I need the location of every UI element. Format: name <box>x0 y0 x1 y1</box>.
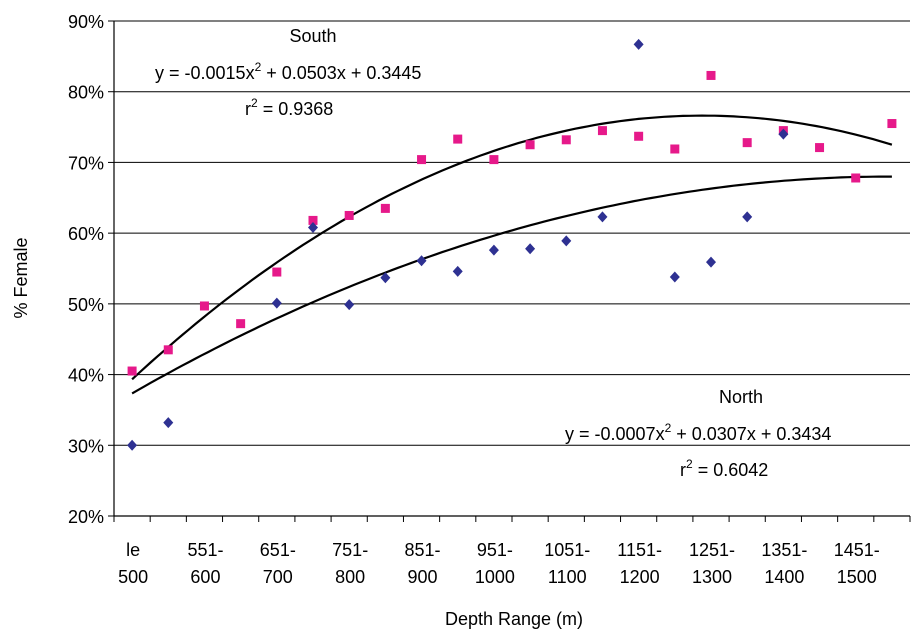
trendlines <box>131 114 893 395</box>
south-r2-value: = 0.9368 <box>258 99 334 119</box>
point-north <box>778 128 789 140</box>
north-title: North <box>719 387 763 407</box>
point-north <box>706 256 716 268</box>
point-south <box>561 135 571 145</box>
gridlines <box>114 20 910 446</box>
point-north <box>561 235 572 247</box>
point-south <box>127 366 137 376</box>
x-tick-label-top: 751- <box>332 540 368 560</box>
tick-labels: 20% 30% 40% 50% 60% 70% 80% 90% le 500 551- 600 651-… <box>68 12 880 587</box>
x-tick-label-top: 1151- <box>617 540 662 560</box>
south-r2-symbol: r <box>245 99 251 119</box>
point-south <box>163 345 173 355</box>
point-south <box>236 319 246 329</box>
x-axis-title: Depth Range (m) <box>445 609 583 629</box>
y-tick-label: 20% <box>68 507 104 527</box>
x-tick-label-bottom: 700 <box>263 567 293 587</box>
point-north <box>271 297 282 309</box>
x-tick-label-bottom: 1400 <box>764 567 804 587</box>
point-north <box>452 265 463 277</box>
point-south <box>199 301 209 311</box>
y-tick-label: 80% <box>68 83 104 103</box>
point-south <box>453 134 463 144</box>
x-tick-label-top: 1351- <box>761 540 807 560</box>
south-title: South <box>289 26 336 46</box>
point-north <box>597 211 608 223</box>
axes <box>108 20 911 522</box>
x-tick-label-top: 851- <box>405 540 441 560</box>
y-tick-label: 40% <box>68 366 104 386</box>
x-tick-label-bottom: 800 <box>335 567 365 587</box>
x-tick-label-bottom: 1300 <box>692 567 732 587</box>
point-north <box>416 255 427 267</box>
north-equation: y = -0.0007x2 + 0.0307x + 0.3434 <box>565 421 831 444</box>
point-south <box>525 140 535 150</box>
y-tick-label: 60% <box>68 224 104 244</box>
x-tick-label-bottom: 900 <box>408 567 438 587</box>
north-r2: r2 = 0.6042 <box>680 457 768 480</box>
north-equation-part2: + 0.0307x + 0.3434 <box>671 424 831 444</box>
north-equation-part1: y = -0.0007x <box>565 424 665 444</box>
south-r2-exponent: 2 <box>251 96 258 110</box>
point-north <box>669 271 680 283</box>
point-south <box>634 131 644 141</box>
y-tick-label: 30% <box>68 436 104 456</box>
point-south <box>272 267 282 277</box>
x-tick-label-top: le <box>126 540 140 560</box>
point-north <box>344 299 355 311</box>
point-north <box>525 243 536 255</box>
south-equation-part2: + 0.0503x + 0.3445 <box>261 63 421 83</box>
point-south <box>344 210 354 220</box>
trendline-north <box>131 175 892 395</box>
x-tick-label-bottom: 1000 <box>475 567 515 587</box>
point-south <box>380 203 390 213</box>
point-north <box>380 272 391 284</box>
point-north <box>488 244 499 256</box>
south-equation-exponent: 2 <box>255 60 262 74</box>
point-south <box>597 126 607 136</box>
y-tick-label: 50% <box>68 295 104 315</box>
point-south <box>815 143 825 153</box>
south-r2: r2 = 0.9368 <box>245 96 333 119</box>
point-south <box>417 155 427 165</box>
y-axis-title: % Female <box>11 237 31 318</box>
point-south <box>670 144 680 154</box>
south-equation-part1: y = -0.0015x <box>155 63 255 83</box>
x-tick-label-top: 951- <box>477 540 513 560</box>
point-north <box>308 221 318 233</box>
point-north <box>742 211 753 223</box>
x-tick-label-top: 551- <box>187 540 223 560</box>
x-tick-label-top: 1251- <box>689 540 735 560</box>
point-south <box>887 119 897 129</box>
point-south <box>308 215 318 225</box>
south-equation: y = -0.0015x2 + 0.0503x + 0.3445 <box>155 60 421 83</box>
y-tick-label: 90% <box>68 12 104 32</box>
x-tick-label-bottom: 500 <box>118 567 148 587</box>
x-tick-label-bottom: 1500 <box>837 567 877 587</box>
north-r2-symbol: r <box>680 460 686 480</box>
point-south <box>706 70 716 80</box>
data-points <box>127 38 897 451</box>
x-tick-label-bottom: 1100 <box>548 567 587 587</box>
y-tick-label: 70% <box>68 153 104 173</box>
north-r2-value: = 0.6042 <box>693 460 769 480</box>
point-south <box>742 138 752 148</box>
point-north <box>633 38 644 50</box>
north-r2-exponent: 2 <box>686 457 693 471</box>
north-equation-exponent: 2 <box>665 421 672 435</box>
point-south <box>851 173 861 183</box>
x-tick-label-bottom: 1200 <box>620 567 660 587</box>
x-tick-label-top: 1051- <box>544 540 590 560</box>
x-tick-label-bottom: 600 <box>190 567 220 587</box>
trendline-south <box>131 114 893 381</box>
point-north <box>163 417 174 429</box>
point-south <box>489 155 499 165</box>
x-tick-label-top: 1451- <box>834 540 880 560</box>
x-tick-label-top: 651- <box>260 540 296 560</box>
point-north <box>127 439 138 451</box>
